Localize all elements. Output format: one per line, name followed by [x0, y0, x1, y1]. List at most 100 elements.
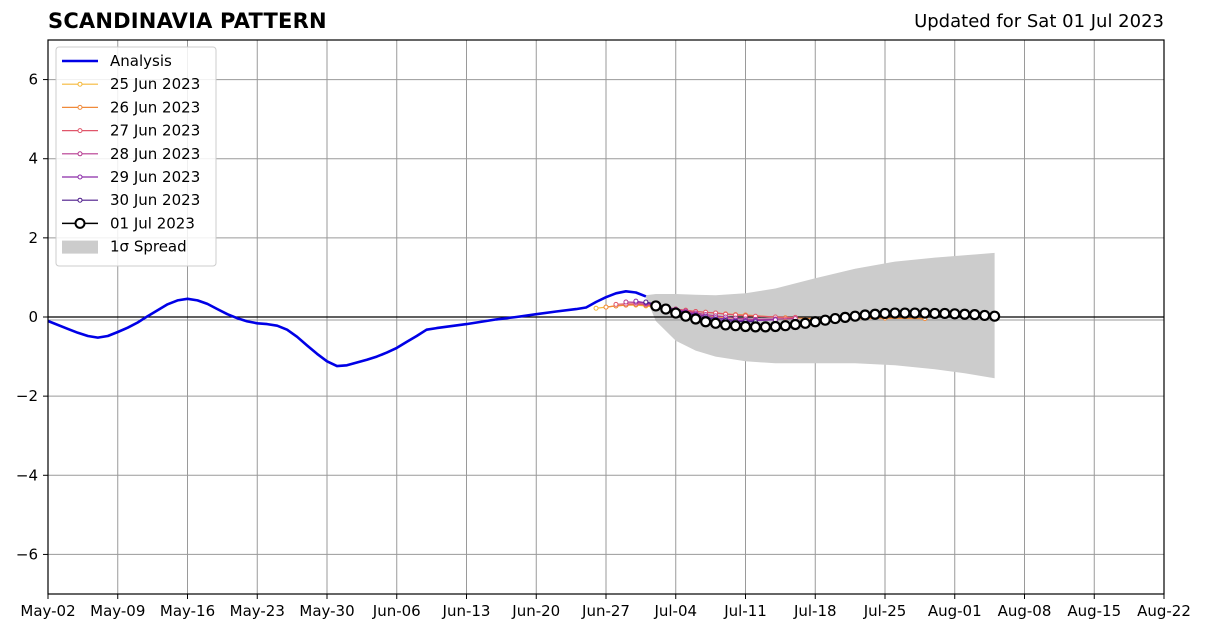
legend-item: 01 Jul 2023: [62, 214, 195, 232]
y-tick-label: 2: [28, 229, 38, 247]
series-point: [650, 300, 662, 312]
spread-band-layer: [645, 252, 995, 379]
series-point: [939, 307, 951, 320]
legend-label: 27 Jun 2023: [110, 122, 200, 140]
series-point: [929, 307, 941, 320]
legend-label: 30 Jun 2023: [110, 191, 200, 209]
series-point: [859, 309, 871, 321]
legend-item: 29 Jun 2023: [62, 168, 200, 186]
series-point: [809, 316, 821, 328]
series-point: [749, 321, 762, 333]
x-tick-label: Jun-06: [372, 602, 421, 620]
x-tick-label: Aug-15: [1067, 602, 1121, 620]
series-point: [613, 301, 619, 307]
legend-box: [55, 46, 217, 267]
series-layer: [47, 290, 1001, 368]
series-point: [719, 319, 732, 331]
legend-item: 26 Jun 2023: [62, 98, 200, 116]
legend: Analysis 25 Jun 2023 26 Jun 2023 27 Jun 202…: [55, 46, 217, 267]
chart-title: SCANDINAVIA PATTERN: [48, 9, 327, 33]
series-point: [680, 310, 692, 322]
y-tick-label: 6: [28, 71, 38, 89]
x-tick-label: Aug-08: [998, 602, 1052, 620]
legend-label: 01 Jul 2023: [110, 214, 195, 232]
legend-item: 25 Jun 2023: [62, 75, 200, 93]
series-point: [739, 320, 752, 333]
series-point: [979, 309, 991, 322]
y-tick-label: 4: [28, 150, 38, 168]
analysis-line: [47, 290, 647, 368]
legend-swatch: [62, 240, 98, 254]
x-tick-label: May-30: [299, 602, 354, 620]
legend-label: 28 Jun 2023: [110, 145, 200, 163]
x-tick-label: Jun-20: [511, 602, 560, 620]
series-point: [710, 317, 722, 329]
series-point: [969, 309, 981, 321]
series-latest: [650, 300, 1001, 333]
series-point: [959, 308, 971, 320]
updated-date-label: Updated for Sat 01 Jul 2023: [914, 11, 1164, 32]
series-point: [839, 311, 851, 323]
series-point: [603, 304, 609, 310]
series-point: [633, 298, 639, 304]
series-point: [759, 321, 772, 333]
legend-item: 1σ Spread: [62, 238, 187, 256]
series-point: [909, 307, 921, 319]
series-point: [700, 316, 712, 328]
series-point: [729, 320, 742, 332]
legend-marker: [77, 197, 83, 203]
y-tick-label: 0: [28, 308, 38, 326]
x-tick-label: Jun-27: [581, 602, 630, 620]
legend-item: 27 Jun 2023: [62, 122, 200, 140]
series-point: [769, 320, 781, 333]
legend-item: 28 Jun 2023: [62, 145, 200, 163]
x-tick-label: Jun-13: [442, 602, 491, 620]
series-point: [593, 305, 599, 311]
legend-item: Analysis: [62, 52, 172, 70]
x-tick-label: Jul-11: [723, 602, 767, 620]
legend-item: 30 Jun 2023: [62, 191, 200, 209]
series-point: [670, 307, 682, 319]
series-point: [899, 307, 911, 319]
series-point: [799, 317, 811, 329]
series-point: [643, 299, 649, 305]
x-tick-label: May-16: [160, 602, 215, 620]
axes: May-02 May-09 May-16 May-23 May-30 Jun-06 Jun-…: [16, 39, 1191, 620]
legend-label: 26 Jun 2023: [110, 98, 200, 116]
legend-marker: [77, 174, 83, 180]
x-tick-label: Aug-01: [928, 602, 982, 620]
legend-label: 29 Jun 2023: [110, 168, 200, 186]
y-tick-label: −2: [16, 387, 38, 405]
series-point: [779, 320, 791, 332]
legend-label: Analysis: [110, 52, 172, 70]
legend-label: 1σ Spread: [110, 238, 187, 256]
series-point: [789, 318, 801, 331]
series-point: [849, 310, 861, 322]
legend-marker: [77, 104, 83, 110]
y-tick-label: −6: [16, 545, 38, 563]
x-tick-label: May-02: [20, 602, 75, 620]
series-point: [690, 313, 702, 325]
series-point: [829, 312, 841, 325]
series-point: [819, 314, 831, 326]
legend-marker: [77, 128, 83, 134]
legend-marker: [74, 217, 86, 229]
series-point: [660, 303, 672, 315]
y-tick-label: −4: [16, 466, 38, 484]
legend-marker: [77, 151, 83, 157]
x-tick-label: Jul-18: [793, 602, 837, 620]
series-point: [989, 310, 1001, 322]
x-tick-label: Jul-25: [863, 602, 907, 620]
series-point: [623, 299, 629, 305]
series-point: [889, 307, 901, 319]
series-point: [879, 307, 891, 320]
series-point: [919, 307, 931, 319]
series-point: [949, 308, 961, 320]
series-point: [869, 308, 881, 320]
x-tick-label: May-23: [230, 602, 285, 620]
x-tick-label: Jul-04: [653, 602, 697, 620]
x-tick-label: May-09: [90, 602, 145, 620]
x-tick-label: Aug-22: [1137, 602, 1191, 620]
legend-label: 25 Jun 2023: [110, 75, 200, 93]
